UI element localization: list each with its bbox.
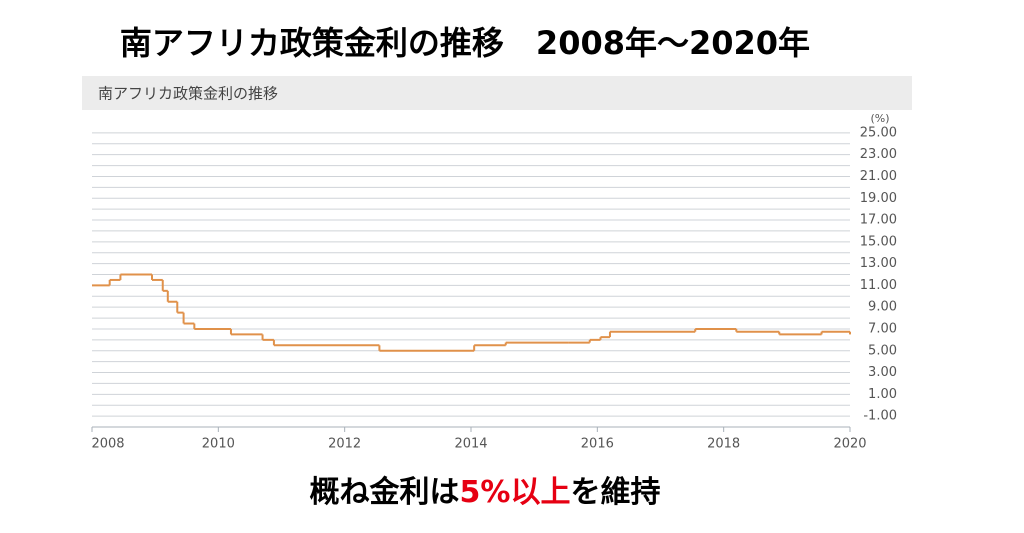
y-tick-label: -1.00 bbox=[863, 409, 897, 424]
y-tick-label: 13.00 bbox=[860, 256, 897, 271]
y-tick-label: 21.00 bbox=[860, 169, 897, 184]
y-tick-label: 25.00 bbox=[860, 125, 897, 140]
chart-subtitle: 南アフリカ政策金利の推移 bbox=[98, 85, 278, 103]
x-tick-label: 2012 bbox=[328, 437, 361, 452]
x-tick-label: 2016 bbox=[581, 437, 614, 452]
y-tick-label: 15.00 bbox=[860, 234, 897, 249]
header-bar bbox=[82, 76, 912, 110]
caption-part: 5%以上 bbox=[460, 475, 571, 510]
chart-title: 南アフリカ政策金利の推移 2008年～2020年 bbox=[120, 24, 810, 62]
x-tick-label: 2020 bbox=[833, 437, 866, 452]
y-tick-label: 9.00 bbox=[868, 300, 897, 315]
y-tick-label: 23.00 bbox=[860, 147, 897, 162]
x-tick-label: 2018 bbox=[707, 437, 740, 452]
caption-part: 概ね金利は bbox=[310, 475, 460, 510]
y-unit: (%) bbox=[870, 112, 889, 125]
y-tick-label: 7.00 bbox=[868, 321, 897, 336]
y-tick-label: 11.00 bbox=[860, 278, 897, 293]
x-tick-label: 2008 bbox=[91, 437, 124, 452]
x-tick-label: 2014 bbox=[454, 437, 487, 452]
y-tick-label: 19.00 bbox=[860, 191, 897, 206]
y-tick-label: 1.00 bbox=[868, 387, 897, 402]
y-tick-label: 17.00 bbox=[860, 213, 897, 228]
caption-part: を維持 bbox=[570, 475, 660, 510]
caption: 概ね金利は5%以上を維持 bbox=[310, 475, 661, 510]
y-tick-label: 3.00 bbox=[868, 365, 897, 380]
x-tick-label: 2010 bbox=[202, 437, 235, 452]
y-tick-label: 5.00 bbox=[868, 343, 897, 358]
